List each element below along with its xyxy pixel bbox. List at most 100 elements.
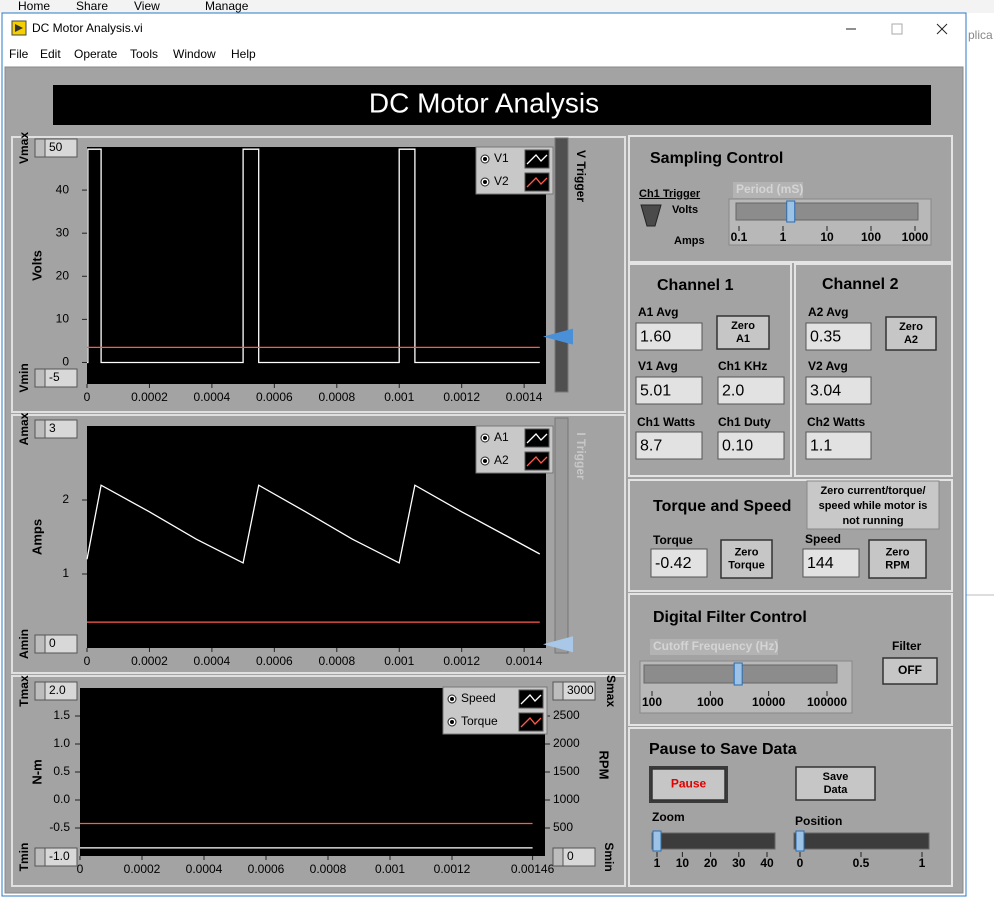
x-tick-label: 0.0008	[318, 654, 355, 668]
slider-track[interactable]	[793, 832, 930, 850]
legend-swatch	[520, 717, 542, 728]
menu-item[interactable]: Window	[173, 47, 216, 61]
x-tick-label: 0.0014	[506, 654, 543, 668]
indicator-value: 0.10	[722, 438, 753, 455]
numeric-indicator	[635, 431, 703, 460]
ribbon-tab[interactable]: Share	[76, 0, 108, 13]
x-tick-label: 0.0012	[443, 390, 480, 404]
trigger-slider[interactable]	[554, 417, 569, 654]
menu-item[interactable]: Help	[231, 47, 256, 61]
scale-spinner[interactable]	[34, 419, 46, 439]
y-tick-label: 2	[62, 492, 69, 506]
header-title: DC Motor Analysis	[369, 87, 599, 118]
y-tick-label: 10	[56, 312, 70, 326]
close-button[interactable]	[936, 23, 948, 35]
x-tick-label: 0.0004	[186, 862, 223, 876]
scale-spinner[interactable]	[34, 138, 46, 158]
slider-tick-label: 100	[642, 695, 662, 709]
scale-spinner[interactable]	[552, 847, 564, 867]
slider-thumb[interactable]	[733, 662, 743, 686]
scale-name: Smin	[602, 842, 616, 871]
title-bar	[3, 14, 965, 44]
scale-spinner[interactable]	[552, 681, 564, 701]
legend-swatch	[520, 694, 542, 705]
legend-swatch-box	[518, 712, 544, 732]
scale-box-value: 3000	[567, 683, 594, 697]
y2-tick-label: 2500	[553, 708, 580, 722]
legend-swatch	[526, 177, 548, 188]
slider-thumb[interactable]	[786, 200, 796, 223]
indicator-value: 8.7	[640, 438, 662, 455]
trigger-thumb[interactable]	[543, 328, 573, 345]
slider-thumb[interactable]	[795, 830, 805, 852]
scale-name: Tmax	[17, 675, 31, 707]
background-text: plica	[968, 28, 993, 42]
menu-item[interactable]: Tools	[130, 47, 158, 61]
legend-radio-dot	[450, 720, 454, 724]
trigger-switch[interactable]	[640, 204, 662, 227]
legend-label: A1	[494, 430, 509, 444]
ribbon-tab[interactable]: Manage	[205, 0, 249, 13]
button[interactable]	[716, 315, 770, 350]
legend-swatch-box	[524, 149, 550, 169]
x-tick-label: 0.0014	[506, 390, 543, 404]
indicator-value: 1.1	[810, 438, 832, 455]
panel-title: Torque and Speed	[653, 498, 791, 515]
button[interactable]	[885, 316, 937, 351]
numeric-indicator	[717, 431, 785, 460]
button[interactable]	[651, 768, 726, 801]
note-line: speed while motor is	[819, 500, 928, 512]
label: Ch1 KHz	[718, 359, 767, 373]
button-label: Torque	[728, 559, 764, 571]
panel-title: Channel 1	[657, 277, 734, 294]
scale-box-value: 0	[49, 636, 56, 650]
y2-axis-title: RPM	[597, 751, 612, 780]
trigger-slider[interactable]	[554, 137, 569, 393]
scale-spinner[interactable]	[34, 368, 46, 388]
y-axis-title: N-m	[29, 759, 44, 784]
button-label: Zero	[899, 321, 923, 333]
menu-item[interactable]: Edit	[40, 47, 61, 61]
x-tick-label: 0.0012	[434, 862, 471, 876]
slider-track[interactable]	[651, 832, 776, 850]
scale-box-value: 3	[49, 421, 56, 435]
slider-tick-label: 1	[919, 856, 926, 870]
maximize-button[interactable]	[891, 23, 903, 35]
numeric-indicator	[805, 376, 872, 405]
button[interactable]	[795, 766, 876, 801]
y-tick-label: 1.0	[53, 736, 70, 750]
ribbon-tab[interactable]: View	[134, 0, 160, 13]
numeric-indicator	[805, 431, 872, 460]
button[interactable]	[882, 657, 938, 685]
slider-tick-label: 1	[780, 230, 787, 244]
panel-title: Sampling Control	[650, 150, 783, 167]
scale-spinner[interactable]	[34, 634, 46, 654]
y-tick-label: 0.0	[53, 792, 70, 806]
slider-track[interactable]	[735, 202, 919, 221]
slider-thumb[interactable]	[652, 830, 662, 852]
button[interactable]	[720, 539, 773, 579]
label: Ch1 Watts	[637, 415, 696, 429]
x-tick-label: 0.0002	[131, 654, 168, 668]
y-tick-label: 1.5	[53, 708, 70, 722]
button[interactable]	[868, 539, 927, 579]
trigger-thumb[interactable]	[543, 636, 573, 653]
slider-caption-box	[733, 182, 803, 198]
slider-tick-label: 20	[704, 856, 718, 870]
scale-spinner[interactable]	[34, 847, 46, 867]
legend-swatch-box	[518, 689, 544, 709]
scale-name: Tmin	[17, 843, 31, 872]
scale-spinner[interactable]	[34, 681, 46, 701]
menu-item[interactable]: File	[9, 47, 29, 61]
y-tick-label: 0	[62, 355, 69, 369]
label: A2 Avg	[808, 305, 848, 319]
slider-tick-label: 1000	[902, 230, 929, 244]
scale-name: Amin	[17, 629, 31, 659]
menu-item[interactable]: Operate	[74, 47, 118, 61]
x-tick-label: 0	[84, 654, 91, 668]
legend-swatch-box	[524, 172, 550, 192]
label: Position	[795, 814, 842, 828]
ribbon-tab[interactable]: Home	[18, 0, 50, 13]
x-tick-label: 0.0006	[256, 390, 293, 404]
button-label: Zero	[735, 546, 759, 558]
